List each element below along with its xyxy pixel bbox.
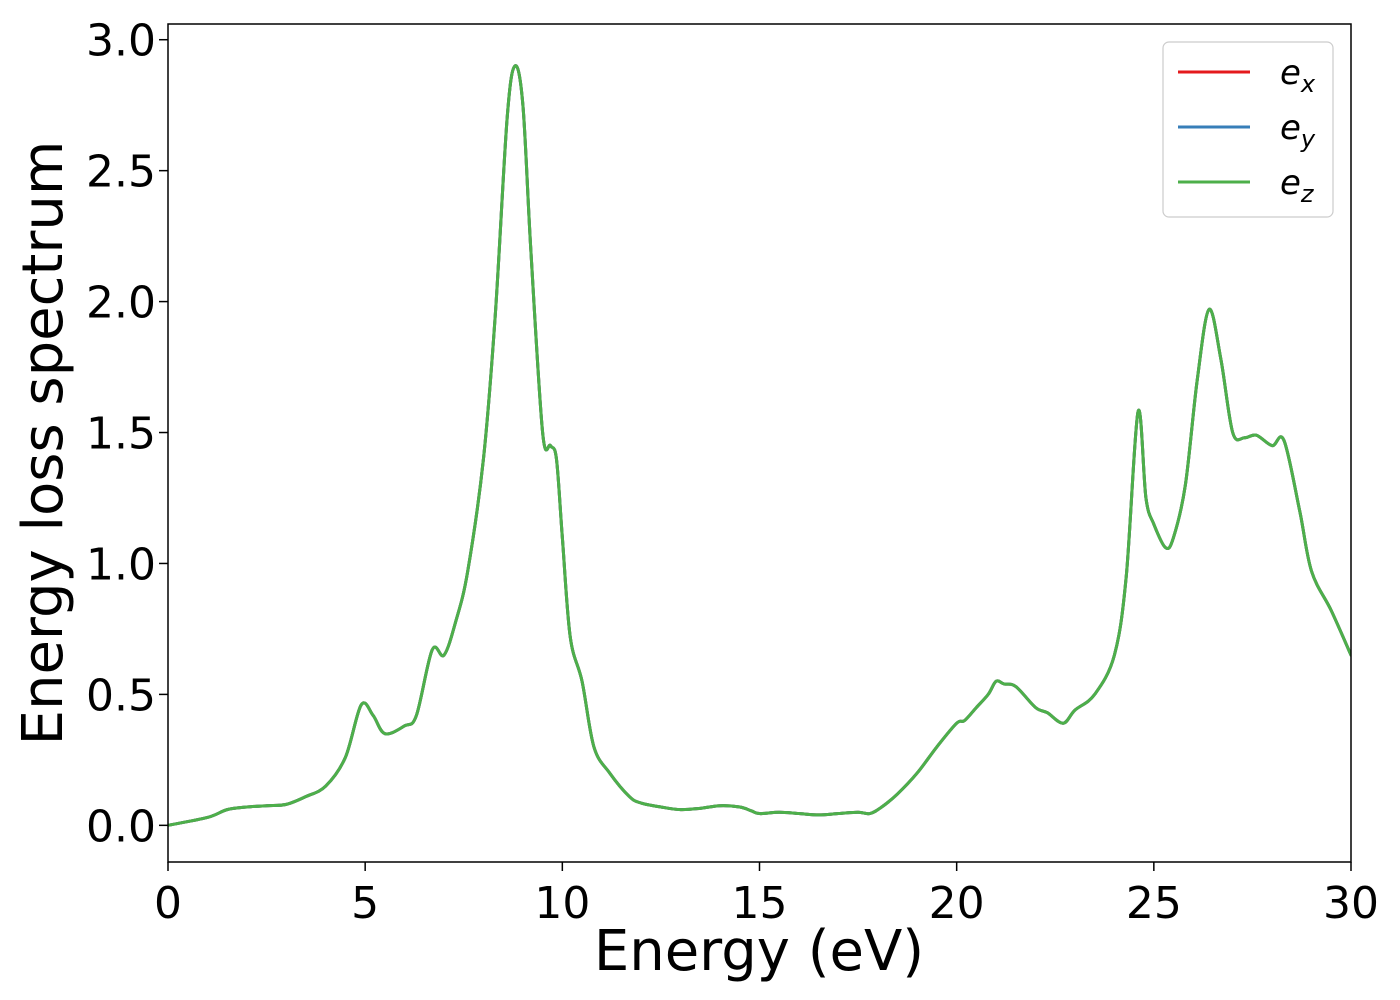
x-tick-label: 10 bbox=[534, 878, 590, 929]
y-tick-label: 1.0 bbox=[86, 539, 156, 590]
x-tick-label: 30 bbox=[1323, 878, 1379, 929]
y-axis: 0.0 0.5 1.0 1.5 2.0 2.5 3.0 bbox=[86, 16, 168, 852]
y-axis-label: Energy loss spectrum bbox=[11, 141, 76, 746]
series-line-z bbox=[168, 64, 1351, 827]
series-layer bbox=[168, 64, 1351, 827]
x-tick-label: 15 bbox=[732, 878, 788, 929]
x-axis-label: Energy (eV) bbox=[594, 919, 924, 984]
x-tick-label: 0 bbox=[154, 878, 182, 929]
y-tick-label: 2.0 bbox=[86, 278, 156, 329]
y-tick-label: 3.0 bbox=[86, 16, 156, 67]
x-tick-label: 5 bbox=[351, 878, 379, 929]
legend-box bbox=[1162, 41, 1334, 218]
y-tick-label: 1.5 bbox=[86, 409, 156, 460]
y-tick-label: 0.0 bbox=[86, 801, 156, 852]
y-tick-label: 0.5 bbox=[86, 670, 156, 721]
y-tick-label: 2.5 bbox=[86, 147, 156, 198]
x-tick-label: 25 bbox=[1126, 878, 1182, 929]
x-tick-label: 20 bbox=[929, 878, 985, 929]
x-axis: 0 5 10 15 20 25 30 bbox=[154, 862, 1379, 929]
